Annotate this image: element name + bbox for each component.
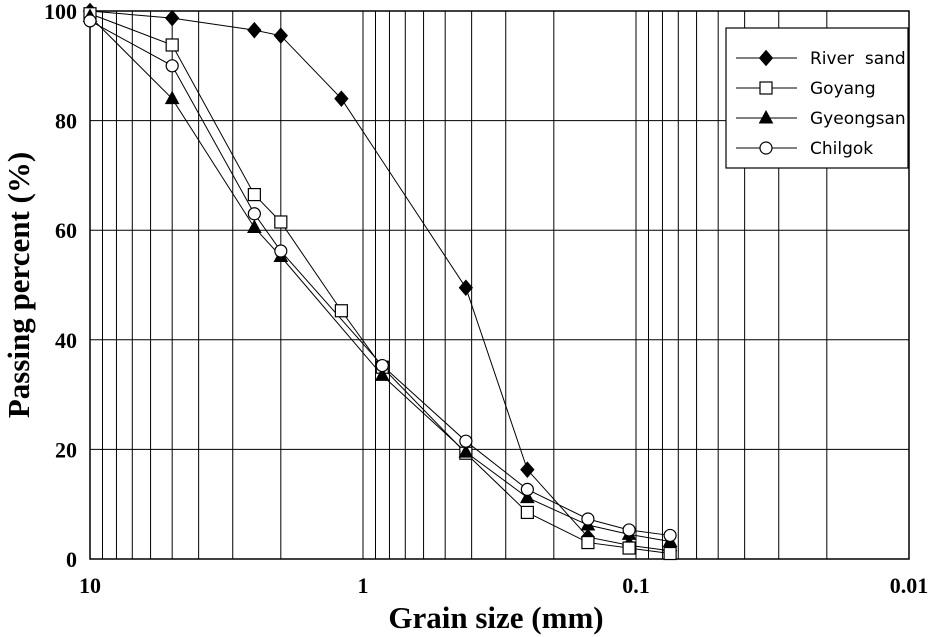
- data-point: [663, 528, 677, 543]
- data-point: [247, 207, 261, 221]
- x-tick-label: 0.1: [622, 573, 650, 598]
- legend-label: River sand: [810, 49, 906, 69]
- data-point: [663, 546, 677, 561]
- series-1: [89, 13, 671, 555]
- data-point: [274, 244, 288, 258]
- data-point: [520, 489, 535, 504]
- legend-box: [725, 27, 909, 169]
- x-axis-title: Grain size (mm): [388, 600, 603, 635]
- data-point: [622, 523, 636, 537]
- data-point: [334, 90, 349, 107]
- data-point: [458, 279, 474, 297]
- legend-label: Gyeongsan: [810, 109, 906, 129]
- y-axis-title: Passing percent (%): [1, 152, 36, 418]
- x-tick-label: 1: [358, 573, 369, 598]
- series-line: [89, 13, 671, 555]
- series-3: [89, 20, 671, 536]
- data-point: [458, 444, 474, 458]
- series-markers-1: [83, 7, 677, 561]
- y-tick-label: 80: [55, 109, 77, 134]
- y-tick-label: 40: [55, 328, 77, 353]
- data-point: [165, 9, 180, 27]
- legend-entries: River sand Goyang Gyeongsan Chilgok: [736, 49, 906, 159]
- data-point: [273, 27, 288, 44]
- data-point: [459, 434, 473, 448]
- data-point: [83, 14, 97, 28]
- series-markers-3: [83, 14, 677, 543]
- data-point: [374, 367, 390, 381]
- y-tick-label: 20: [55, 437, 77, 462]
- plot-frame: [89, 10, 910, 560]
- series-line: [89, 20, 671, 536]
- data-point: [520, 461, 535, 478]
- data-point: [165, 59, 179, 73]
- series-line: [89, 10, 671, 552]
- grid-lines: [90, 11, 909, 559]
- data-point: [622, 541, 636, 555]
- legend-marker: [759, 141, 773, 155]
- data-point: [247, 187, 261, 202]
- series-layer: [82, 2, 678, 561]
- series-line: [89, 16, 671, 542]
- data-point: [581, 535, 595, 550]
- y-tick-label: 60: [55, 218, 77, 243]
- y-tick-label: 0: [66, 547, 77, 572]
- y-tick-label: 100: [44, 0, 77, 24]
- data-point: [375, 358, 389, 373]
- series-2: [89, 16, 671, 542]
- data-point: [247, 21, 262, 39]
- data-point: [164, 90, 180, 105]
- data-point: [247, 219, 262, 233]
- data-point: [520, 482, 534, 497]
- tick-labels: 10 1 0.1 0.01 0 20 40 60 80 100: [44, 0, 928, 598]
- legend-marker: [759, 81, 773, 95]
- legend-marker: [758, 49, 774, 67]
- legend: River sand Goyang Gyeongsan Chilgok: [725, 27, 909, 169]
- series-0: [89, 10, 671, 552]
- data-point: [165, 38, 179, 52]
- legend-marker: [758, 109, 774, 124]
- x-tick-label: 0.01: [890, 573, 929, 598]
- data-point: [274, 215, 288, 229]
- legend-label: Goyang: [810, 79, 876, 99]
- data-point: [581, 512, 595, 526]
- data-point: [334, 304, 348, 318]
- x-tick-label: 10: [79, 573, 101, 598]
- legend-label: Chilgok: [810, 139, 873, 159]
- data-point: [520, 505, 534, 520]
